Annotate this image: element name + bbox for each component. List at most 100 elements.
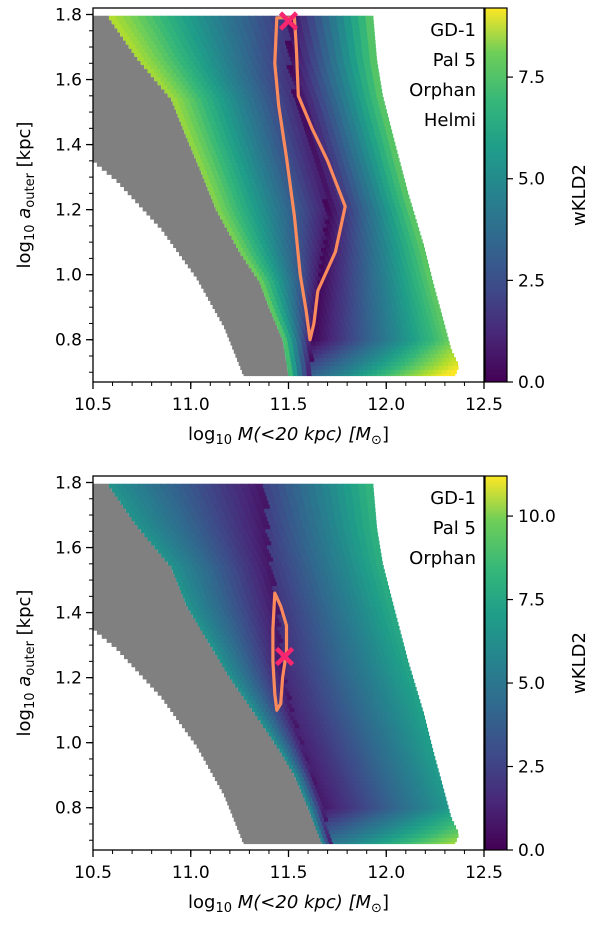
heatmap-cell-row — [422, 296, 429, 301]
heatmap-cell-row — [334, 813, 339, 818]
heatmap-cell-row — [339, 68, 347, 74]
heatmap-cell-row — [357, 300, 363, 305]
heatmap-cell-row — [316, 182, 323, 188]
heatmap-cell-row — [285, 743, 291, 749]
heatmap-cell-row — [233, 121, 240, 127]
heatmap-cell-row — [334, 756, 340, 761]
heatmap-cell-row — [420, 817, 426, 822]
heatmap-cell-row — [237, 178, 244, 183]
heatmap-cell-row — [352, 739, 358, 745]
heatmap-cell-row — [432, 296, 438, 301]
heatmap-cell-row — [376, 837, 382, 843]
heatmap-cell-row — [410, 251, 416, 257]
heatmap-cell-row — [429, 780, 434, 786]
heatmap-cell-row — [349, 703, 355, 708]
heatmap-cell-row — [387, 259, 393, 265]
heatmap-cell-row — [284, 247, 291, 253]
heatmap-cell-row — [267, 243, 274, 249]
heatmap-cell-row — [324, 682, 331, 688]
heatmap-cell-row — [320, 808, 326, 814]
heatmap-cell-row — [292, 703, 298, 708]
heatmap-cell-row — [317, 800, 323, 806]
heatmap-cell-row — [245, 231, 252, 236]
grey-region-row — [235, 353, 286, 358]
heatmap-cell-row — [341, 247, 348, 253]
heatmap-cell-row — [368, 800, 374, 806]
heatmap-cell-row — [202, 117, 209, 123]
heatmap-cell-row — [313, 353, 319, 358]
heatmap-cell-row — [390, 784, 396, 790]
heatmap-cell-row — [398, 808, 404, 814]
heatmap-cell-row — [368, 235, 375, 240]
heatmap-cell-row — [350, 255, 356, 261]
heatmap-cell-row — [410, 760, 416, 765]
heatmap-cell-row — [274, 227, 281, 232]
heatmap-cell-row — [409, 727, 415, 733]
heatmap-cell-row — [260, 88, 268, 94]
heatmap-cell-row — [401, 239, 408, 244]
heatmap-cell-row — [326, 723, 332, 729]
heatmap-cell-row — [390, 361, 397, 366]
heatmap-cell-row — [333, 361, 340, 366]
heatmap-cell-row — [208, 40, 217, 45]
heatmap-cell-row — [342, 764, 348, 769]
heatmap-cell-row — [240, 48, 248, 53]
heatmap-cell-row — [287, 365, 293, 370]
heatmap-cell-row — [310, 235, 317, 240]
heatmap-cell-row — [225, 101, 233, 106]
heatmap-cell-row — [436, 373, 442, 377]
heatmap-cell-row — [304, 255, 311, 261]
heatmap-cell-row — [300, 300, 306, 305]
heatmap-cell-row — [358, 251, 365, 257]
heatmap-cell-row — [183, 56, 192, 62]
heatmap-cell-row — [325, 84, 333, 90]
heatmap-cell-row — [356, 284, 363, 289]
heatmap-cell-row — [333, 780, 339, 786]
heatmap-cell-row — [354, 101, 362, 106]
heatmap-cell-row — [191, 19, 200, 25]
heatmap-cell-row — [313, 756, 319, 761]
heatmap-cell-row — [212, 97, 219, 102]
heatmap-cell-row — [338, 764, 344, 769]
heatmap-cell-row — [291, 174, 299, 179]
heatmap-cell-row — [228, 52, 236, 57]
heatmap-cell-row — [333, 129, 341, 135]
heatmap-cell-row — [380, 800, 385, 806]
heatmap-cell-row — [385, 149, 392, 155]
heatmap-cell-row — [424, 320, 431, 326]
grey-region-row — [93, 158, 197, 163]
heatmap-cell-row — [391, 739, 397, 745]
heatmap-cell-row — [300, 182, 307, 188]
heatmap-cell-row — [285, 202, 292, 208]
heatmap-cell-row — [280, 158, 287, 163]
heatmap-cell-row — [288, 764, 294, 769]
heatmap-cell-row — [366, 198, 373, 204]
heatmap-cell-row — [345, 202, 352, 208]
heatmap-cell-row — [359, 353, 366, 358]
heatmap-cell-row — [384, 707, 390, 712]
heatmap-cell-row — [383, 182, 390, 188]
heatmap-cell-row — [396, 239, 402, 244]
heatmap-cell-row — [354, 349, 360, 354]
heatmap-cell-row — [231, 27, 240, 33]
heatmap-cell-row — [358, 92, 365, 98]
heatmap-cell-row — [301, 369, 308, 375]
heatmap-cell-row — [253, 129, 260, 135]
heatmap-cell-row — [322, 239, 329, 244]
grey-region-row — [142, 674, 230, 680]
heatmap-cell-row — [270, 239, 277, 244]
heatmap-cell-row — [278, 316, 284, 322]
heatmap-cell-row — [316, 92, 324, 98]
heatmap-cell-row — [166, 76, 174, 82]
heatmap-cell-row — [453, 365, 459, 370]
heatmap-cell-row — [355, 353, 361, 358]
heatmap-cell-row — [372, 369, 378, 375]
heatmap-cell-row — [380, 813, 385, 818]
heatmap-cell-row — [306, 727, 312, 733]
heatmap-cell-row — [286, 267, 292, 273]
heatmap-cell-row — [227, 121, 234, 127]
heatmap-cell-row — [358, 365, 364, 370]
heatmap-cell-row — [349, 682, 356, 688]
heatmap-cell-row — [296, 121, 304, 127]
heatmap-cell-row — [228, 84, 235, 90]
